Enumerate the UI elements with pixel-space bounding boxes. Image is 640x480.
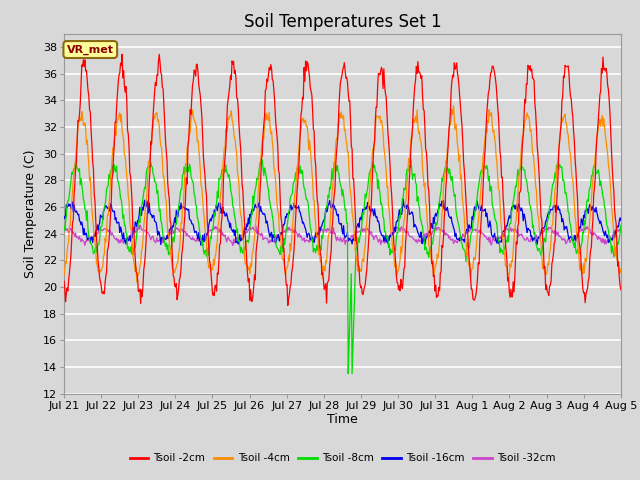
Y-axis label: Soil Temperature (C): Soil Temperature (C): [24, 149, 37, 278]
Text: VR_met: VR_met: [67, 44, 114, 55]
Legend: Tsoil -2cm, Tsoil -4cm, Tsoil -8cm, Tsoil -16cm, Tsoil -32cm: Tsoil -2cm, Tsoil -4cm, Tsoil -8cm, Tsoi…: [125, 449, 559, 468]
Title: Soil Temperatures Set 1: Soil Temperatures Set 1: [244, 12, 441, 31]
X-axis label: Time: Time: [327, 413, 358, 426]
